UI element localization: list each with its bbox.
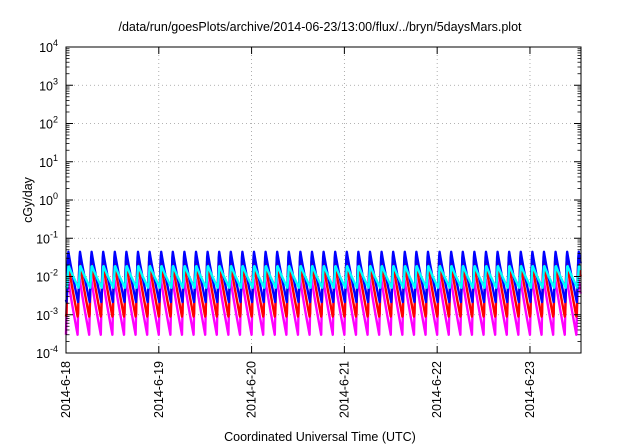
series-layer xyxy=(64,250,582,336)
x-axis-label: Coordinated Universal Time (UTC) xyxy=(224,430,416,444)
series-line xyxy=(64,250,582,304)
x-tick-label: 2014-6-18 xyxy=(59,361,73,418)
y-tick-label: 102 xyxy=(39,115,58,132)
tick-layer xyxy=(65,46,581,354)
label-layer: 104 103 102 101 100 10-1 10-2 10-3 10-42014-6-18… xyxy=(36,38,537,418)
y-tick-label: 10-4 xyxy=(36,344,58,361)
x-tick-label: 2014-6-20 xyxy=(245,361,259,418)
series-line xyxy=(64,265,582,289)
chart-title: /data/run/goesPlots/archive/2014-06-23/1… xyxy=(118,20,522,34)
y-tick-label: 100 xyxy=(39,191,58,208)
x-tick-label: 2014-6-19 xyxy=(152,361,166,418)
y-tick-label: 10-3 xyxy=(36,306,58,323)
y-tick-label: 101 xyxy=(39,153,58,170)
x-tick-label: 2014-6-23 xyxy=(523,361,537,418)
grid-layer xyxy=(66,47,581,353)
y-tick-label: 103 xyxy=(39,76,58,93)
y-tick-label: 10-1 xyxy=(36,229,58,246)
x-tick-label: 2014-6-21 xyxy=(337,361,351,418)
x-tick-label: 2014-6-22 xyxy=(430,361,444,418)
y-tick-label: 104 xyxy=(39,38,58,55)
y-tick-label: 10-2 xyxy=(36,268,58,285)
